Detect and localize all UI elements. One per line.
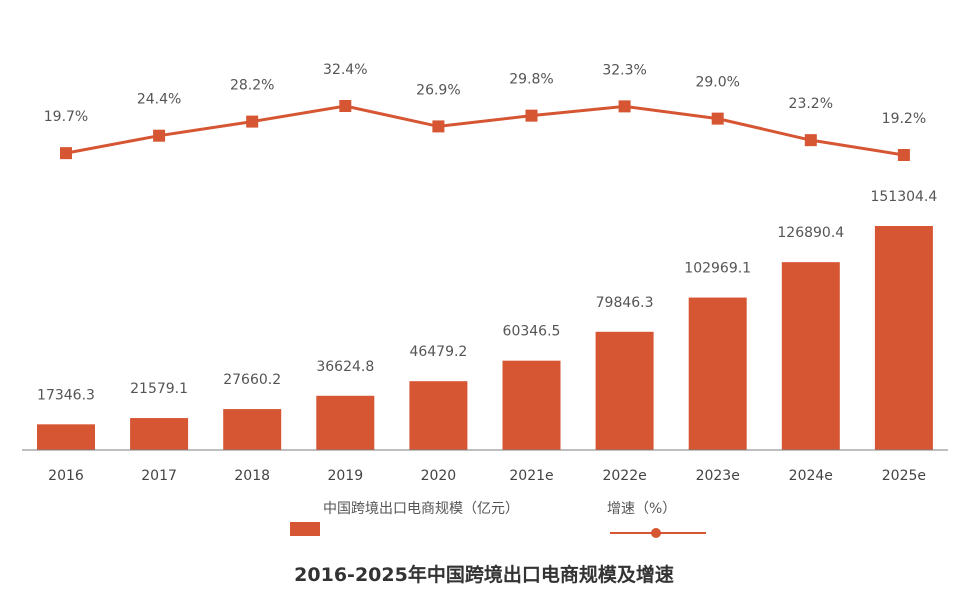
bar-2020 [409,381,468,450]
line-label-2024e: 23.2% [789,96,833,112]
line-point-2019 [339,100,352,112]
legend-line-marker [651,528,661,538]
bar-2025e [874,226,933,450]
line-label-2019: 32.4% [323,62,367,78]
bar-label-2018: 27660.2 [223,372,281,388]
bar-2016 [37,424,95,450]
bar-2019 [316,395,375,450]
line-point-2021e [525,109,538,122]
x-tick-labels: 2016 2017 2018 2019 2020 2021e 2022e 2023e 2024e… [48,468,926,484]
x-tick-2018: 2018 [234,468,270,484]
line-label-2016: 19.7% [44,109,88,125]
bar-label-2020: 46479.2 [409,344,467,360]
line-point-2025e [897,149,910,161]
line-label-2018: 28.2% [230,78,274,94]
legend-bar-swatch [290,522,320,536]
legend-line-label: 增速（%） [607,501,676,517]
legend: 中国跨境出口电商规模（亿元） 增速（%） [290,501,706,538]
line-point-2017 [153,129,166,142]
bar-labels: 17346.3 21579.1 27660.2 36624.8 46479.2 60346… [37,189,937,403]
x-tick-2022e: 2022e [602,468,646,484]
line-series [60,100,910,161]
x-tick-2016: 2016 [48,468,84,484]
bar-2023e [688,297,747,450]
line-label-2017: 24.4% [137,92,181,108]
chart-title: 2016-2025年中国跨境出口电商规模及增速 [294,564,674,586]
bar-2024e [781,262,840,450]
bar-label-2021e: 60346.5 [503,324,561,340]
line-point-2023e [711,112,724,125]
line-point-2022e [618,100,631,113]
bar-label-2024e: 126890.4 [777,225,844,241]
bar-label-2016: 17346.3 [37,387,95,403]
bar-label-2017: 21579.1 [130,381,188,397]
bar-label-2022e: 79846.3 [596,295,654,311]
x-tick-2023e: 2023e [696,468,740,484]
line-label-2021e: 29.8% [509,72,553,88]
line-point-2016 [60,147,72,160]
line-label-2023e: 29.0% [695,75,739,91]
x-tick-2021e: 2021e [509,468,553,484]
x-tick-2025e: 2025e [882,468,926,484]
line-point-2020 [432,120,445,133]
x-tick-2017: 2017 [141,468,177,484]
bar-label-2025e: 151304.4 [870,189,937,205]
bar-label-2019: 36624.8 [316,359,374,375]
bar-2017 [130,418,189,450]
line-labels: 19.7% 24.4% 28.2% 32.4% 26.9% 29.8% 32.3% 29.0%… [44,62,926,127]
x-tick-2024e: 2024e [789,468,833,484]
legend-bar-label: 中国跨境出口电商规模（亿元） [323,501,519,517]
bar-2018 [223,409,282,450]
line-point-2024e [804,134,817,147]
bar-2022e [595,331,654,450]
line-label-2020: 26.9% [416,82,460,98]
line-point-2018 [246,115,259,128]
growth-line [65,104,905,157]
bar-label-2023e: 102969.1 [684,261,751,277]
bar-series [37,226,933,450]
line-label-2022e: 32.3% [602,62,646,78]
line-label-2025e: 19.2% [882,111,926,127]
x-tick-2020: 2020 [421,468,457,484]
bar-2021e [502,360,561,450]
chart: 17346.3 21579.1 27660.2 36624.8 46479.2 60346… [22,62,948,538]
x-tick-2019: 2019 [327,468,363,484]
